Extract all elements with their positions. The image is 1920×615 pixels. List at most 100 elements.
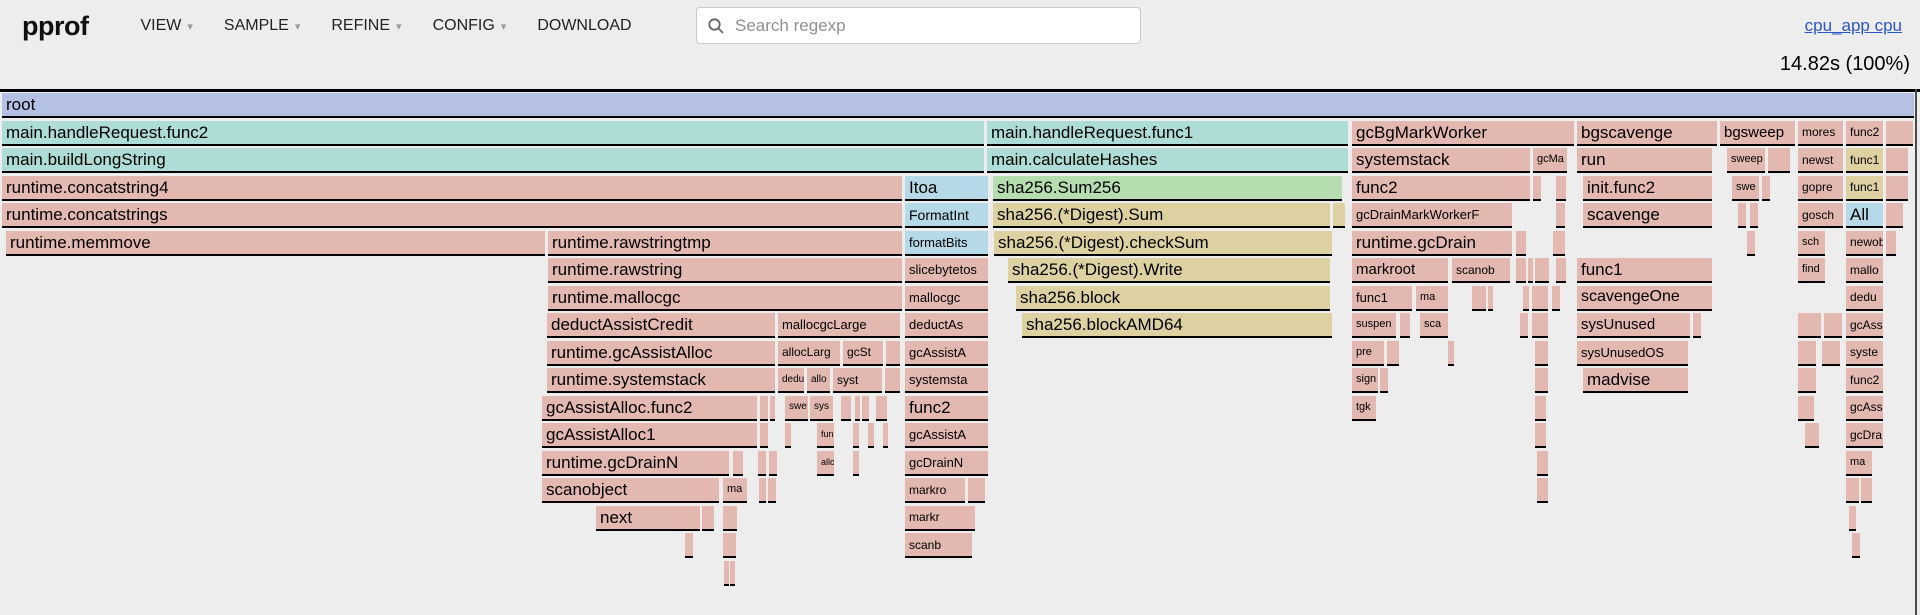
flame-box-gosch[interactable]: gosch: [1798, 203, 1843, 228]
flame-fragment[interactable]: [1747, 230, 1755, 256]
flame-fragment[interactable]: [841, 395, 851, 421]
flame-box-madvise[interactable]: madvise: [1583, 368, 1688, 393]
flame-box-mallo[interactable]: mallo: [1846, 258, 1883, 283]
flame-fragment[interactable]: [685, 533, 693, 558]
flame-box-systemsta[interactable]: systemsta: [905, 368, 988, 393]
flame-fragment[interactable]: [1798, 313, 1821, 338]
flame-fragment[interactable]: [1448, 340, 1454, 366]
flame-fragment[interactable]: [1886, 203, 1903, 228]
flame-box-gcma[interactable]: gcMa: [1533, 148, 1567, 173]
flame-fragment[interactable]: [1861, 478, 1872, 503]
flame-fragment[interactable]: [1535, 423, 1546, 448]
flame-fragment[interactable]: [1472, 285, 1486, 311]
flame-box-deductas[interactable]: deductAs: [905, 313, 988, 338]
flame-box-func1[interactable]: func1: [1352, 285, 1412, 311]
flame-box-pre[interactable]: pre: [1352, 340, 1384, 366]
flame-box-formatint[interactable]: FormatInt: [905, 203, 988, 228]
flame-box-ma[interactable]: ma: [1846, 450, 1872, 476]
flame-box-sign[interactable]: sign: [1352, 368, 1378, 393]
flame-box-runtime-systemstack[interactable]: runtime.systemstack: [547, 368, 775, 393]
flame-fragment[interactable]: [1380, 368, 1388, 393]
flame-fragment[interactable]: [1768, 148, 1790, 173]
flame-fragment[interactable]: [1556, 258, 1566, 283]
flame-box-itoa[interactable]: Itoa: [905, 175, 988, 201]
flame-box-runtime-concatstrings[interactable]: runtime.concatstrings: [2, 203, 902, 228]
flame-box-scanobject[interactable]: scanobject: [542, 478, 719, 503]
flame-box-next[interactable]: next: [596, 505, 700, 531]
flame-box-gcdrainn[interactable]: gcDrainN: [905, 450, 988, 476]
flame-box-main-handlerequest-func2[interactable]: main.handleRequest.func2: [2, 120, 984, 146]
flame-box-runtime-concatstring4[interactable]: runtime.concatstring4: [2, 175, 902, 201]
flame-box-runtime-rawstringtmp[interactable]: runtime.rawstringtmp: [548, 230, 902, 256]
flame-fragment[interactable]: [770, 395, 775, 421]
flame-fragment[interactable]: [768, 478, 776, 503]
flame-fragment[interactable]: [1535, 368, 1548, 393]
menu-refine[interactable]: REFINE ▾: [331, 17, 401, 35]
flame-box-all[interactable]: All: [1846, 203, 1883, 228]
flame-fragment[interactable]: [853, 423, 859, 448]
flame-box-runtime-mallocgc[interactable]: runtime.mallocgc: [548, 285, 902, 311]
flame-fragment[interactable]: [1846, 478, 1859, 503]
flame-fragment[interactable]: [1553, 230, 1565, 256]
flame-fragment[interactable]: [1798, 340, 1816, 366]
flame-fragment[interactable]: [1532, 313, 1548, 338]
flame-box-deductassistcredit[interactable]: deductAssistCredit: [547, 313, 775, 338]
flame-box-bgsweep[interactable]: bgsweep: [1720, 120, 1795, 146]
flame-fragment[interactable]: [724, 560, 729, 586]
flame-box-sha256-digest-checksum[interactable]: sha256.(*Digest).checkSum: [994, 230, 1332, 256]
flame-box-runtime-gcdrainn[interactable]: runtime.gcDrainN: [542, 450, 729, 476]
flame-box-slicebytetos[interactable]: slicebytetos: [905, 258, 988, 283]
flame-box-dedu[interactable]: dedu: [1846, 285, 1883, 311]
flame-fragment[interactable]: [1528, 258, 1533, 283]
flame-fragment[interactable]: [1516, 258, 1526, 283]
flame-fragment[interactable]: [785, 423, 791, 448]
flame-box-run[interactable]: run: [1577, 148, 1712, 173]
flame-fragment[interactable]: [1516, 230, 1526, 256]
flame-fragment[interactable]: [759, 478, 766, 503]
flame-box-fun[interactable]: fun: [817, 423, 834, 448]
flame-fragment[interactable]: [760, 423, 768, 448]
flame-box-allo[interactable]: allo: [807, 368, 830, 393]
flame-fragment[interactable]: [1537, 450, 1548, 476]
flame-box-markr[interactable]: markr: [905, 505, 975, 531]
flame-box-func1[interactable]: func1: [1846, 148, 1883, 173]
flame-fragment[interactable]: [1738, 203, 1746, 228]
flame-fragment[interactable]: [1852, 533, 1860, 558]
flame-fragment[interactable]: [1537, 478, 1548, 503]
flame-box-swe[interactable]: swe: [785, 395, 808, 421]
flame-fragment[interactable]: [1387, 340, 1399, 366]
flame-fragment[interactable]: [730, 560, 735, 586]
flame-box-syst[interactable]: syst: [833, 368, 882, 393]
flame-fragment[interactable]: [1805, 423, 1819, 448]
flame-box-mallocgclarge[interactable]: mallocgcLarge: [778, 313, 900, 338]
flame-fragment[interactable]: [702, 505, 708, 531]
flame-box-gcdrainmarkworkerf[interactable]: gcDrainMarkWorkerF: [1352, 203, 1512, 228]
flame-box-func2[interactable]: func2: [1846, 368, 1883, 393]
flame-box-gcass[interactable]: gcAss: [1846, 395, 1883, 421]
flame-box-runtime-gcdrain[interactable]: runtime.gcDrain: [1352, 230, 1512, 256]
flame-box-root[interactable]: root: [2, 93, 1914, 118]
flame-box-gcassistalloc-func2[interactable]: gcAssistAlloc.func2: [542, 395, 757, 421]
flame-box-alloclarg[interactable]: allocLarg: [778, 340, 840, 366]
flame-box-mallocgc[interactable]: mallocgc: [905, 285, 988, 311]
flame-box-suspen[interactable]: suspen: [1352, 313, 1396, 338]
flame-box-scanb[interactable]: scanb: [905, 533, 972, 558]
flame-fragment[interactable]: [1750, 203, 1758, 228]
flame-box-newst[interactable]: newst: [1798, 148, 1843, 173]
flame-fragment[interactable]: [883, 423, 888, 448]
flame-fragment[interactable]: [855, 395, 860, 421]
flame-fragment[interactable]: [876, 395, 887, 421]
flame-fragment[interactable]: [1824, 313, 1842, 338]
flame-box-sys[interactable]: sys: [810, 395, 833, 421]
flame-box-markroot[interactable]: markroot: [1352, 258, 1448, 283]
flame-fragment[interactable]: [1849, 505, 1856, 531]
flame-box-sweep[interactable]: sweep: [1727, 148, 1765, 173]
flame-fragment[interactable]: [1693, 313, 1701, 338]
flame-box-runtime-gcassistalloc[interactable]: runtime.gcAssistAlloc: [547, 340, 775, 366]
flame-box-markro[interactable]: markro: [905, 478, 965, 503]
flame-box-bgscavenge[interactable]: bgscavenge: [1577, 120, 1717, 146]
flame-fragment[interactable]: [769, 450, 777, 476]
flame-fragment[interactable]: [1535, 395, 1546, 421]
flame-fragment[interactable]: [1798, 395, 1814, 421]
flame-box-init-func2[interactable]: init.func2: [1583, 175, 1712, 201]
